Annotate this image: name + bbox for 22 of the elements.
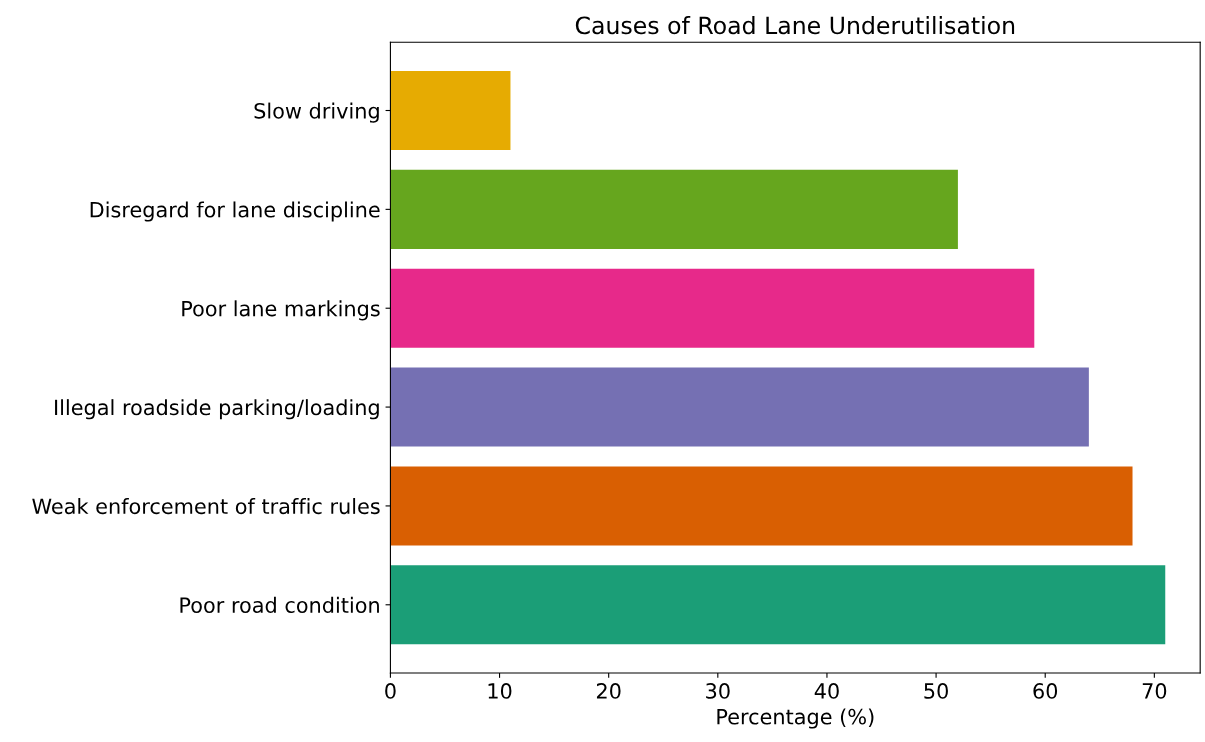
x-tick-label: 10	[488, 683, 512, 699]
x-tick-label: 50	[924, 683, 948, 699]
chart-title: Causes of Road Lane Underutilisation	[575, 16, 1015, 35]
x-tick-label: 40	[814, 683, 839, 699]
y-tick-label: Slow driving	[254, 102, 379, 123]
y-tick-label: Poor road condition	[180, 596, 379, 613]
x-tick-label: 70	[1142, 683, 1167, 699]
x-tick-label: 20	[596, 683, 621, 699]
bar	[390, 169, 958, 249]
bar	[390, 70, 511, 151]
bar	[390, 367, 1089, 447]
bar	[390, 466, 1133, 546]
x-axis-title: Percentage (%)	[717, 708, 874, 729]
y-tick-label: Illegal roadside parking/loading	[55, 399, 379, 420]
x-tick-label: 30	[706, 683, 730, 699]
bar	[390, 268, 1035, 348]
y-tick-label: Disregard for lane discipline	[90, 201, 380, 222]
y-tick-label: Weak enforcement of traffic rules	[32, 498, 380, 515]
bar	[390, 565, 1166, 645]
x-tick-label: 60	[1033, 683, 1058, 699]
x-tick-label: 0	[385, 683, 396, 699]
y-tick-label: Poor lane markings	[182, 300, 380, 321]
